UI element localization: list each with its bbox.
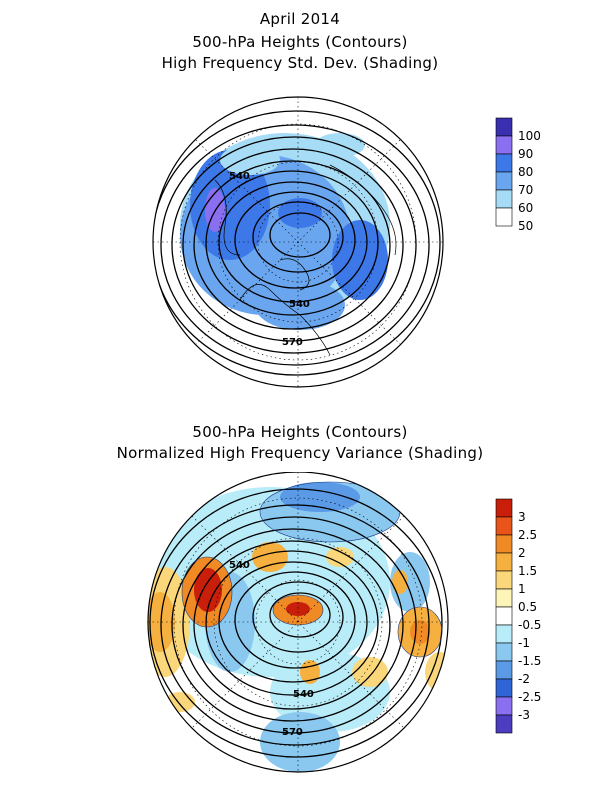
colorbar-tick-label: 3 xyxy=(518,510,526,524)
top-colorbar: 100 90 80 70 60 50 xyxy=(495,117,541,233)
bottom-contour-label-570: 570 xyxy=(282,727,303,738)
bottom-title-shading: Normalized High Frequency Variance (Shad… xyxy=(116,444,484,462)
colorbar-swatch xyxy=(495,588,513,608)
colorbar-tick-label: 70 xyxy=(518,183,533,197)
colorbar-tick-label: 1.5 xyxy=(518,564,537,578)
colorbar-swatch xyxy=(495,516,513,536)
colorbar-tick-label: -2.5 xyxy=(518,690,541,704)
bottom-map-graticule xyxy=(148,472,448,772)
top-contour-label-570: 570 xyxy=(282,337,303,348)
top-height-contours xyxy=(153,110,441,376)
top-polar-map: 540 540 570 100 90 80 70 60 50 xyxy=(152,96,541,388)
bottom-contour-label-540a: 540 xyxy=(229,560,250,571)
top-map-shading xyxy=(180,133,390,330)
colorbar-swatch xyxy=(495,624,513,644)
colorbar-swatch xyxy=(495,678,513,698)
colorbar-swatch xyxy=(495,135,513,155)
colorbar-swatch xyxy=(495,552,513,572)
colorbar-swatch xyxy=(495,642,513,662)
colorbar-tick-label: 100 xyxy=(518,129,541,143)
bottom-height-contours xyxy=(149,488,443,758)
bottom-polar-map: 540 540 570 3 2.5 2 1.5 1 0.5 -0.5 -1 -1.5 -2 -2.5… xyxy=(147,472,541,773)
colorbar-tick-label: -1 xyxy=(518,636,530,650)
colorbar-tick-label: -0.5 xyxy=(518,618,541,632)
colorbar-tick-label: 2 xyxy=(518,546,526,560)
colorbar-tick-label: 50 xyxy=(518,219,533,233)
bottom-contour-label-540b: 540 xyxy=(293,689,314,700)
colorbar-tick-label: -1.5 xyxy=(518,654,541,668)
colorbar-swatch xyxy=(495,714,513,734)
colorbar-swatch xyxy=(495,153,513,173)
top-contour-label-540a: 540 xyxy=(229,171,250,182)
top-title-contours: 500-hPa Heights (Contours) xyxy=(192,33,408,51)
colorbar-swatch xyxy=(495,660,513,680)
colorbar-swatch xyxy=(495,498,513,518)
colorbar-swatch xyxy=(495,207,513,227)
top-contour-label-540b: 540 xyxy=(289,299,310,310)
colorbar-tick-label: -2 xyxy=(518,672,530,686)
colorbar-tick-label: 60 xyxy=(518,201,533,215)
colorbar-swatch xyxy=(495,696,513,716)
colorbar-tick-label: 2.5 xyxy=(518,528,537,542)
colorbar-tick-label: 1 xyxy=(518,582,526,596)
colorbar-swatch xyxy=(495,570,513,590)
colorbar-tick-label: 90 xyxy=(518,147,533,161)
colorbar-swatch xyxy=(495,189,513,209)
colorbar-swatch xyxy=(495,117,513,137)
top-title-date: April 2014 xyxy=(259,10,341,28)
colorbar-swatch xyxy=(495,606,513,626)
top-title-shading: High Frequency Std. Dev. (Shading) xyxy=(161,54,439,72)
colorbar-tick-label: 0.5 xyxy=(518,600,537,614)
colorbar-swatch xyxy=(495,534,513,554)
colorbar-tick-label: -3 xyxy=(518,708,530,722)
bottom-colorbar: 3 2.5 2 1.5 1 0.5 -0.5 -1 -1.5 -2 -2.5 -3 xyxy=(495,498,541,734)
top-coastlines xyxy=(214,164,397,356)
colorbar-tick-label: 80 xyxy=(518,165,533,179)
bottom-title-contours: 500-hPa Heights (Contours) xyxy=(192,423,408,441)
colorbar-swatch xyxy=(495,171,513,191)
